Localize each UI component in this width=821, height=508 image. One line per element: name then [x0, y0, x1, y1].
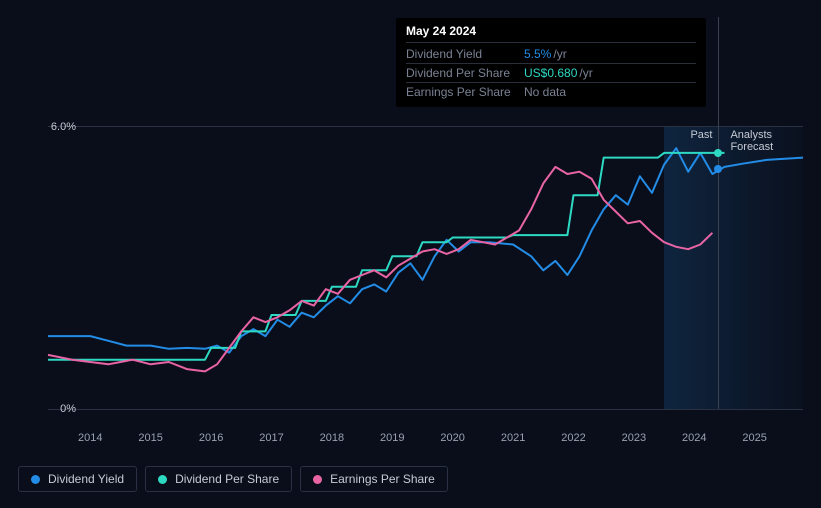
x-axis-tick: 2020 [440, 432, 464, 444]
tooltip-label: Earnings Per Share [406, 85, 524, 99]
series-line [48, 153, 725, 360]
x-axis: 2014 2015 2016 2017 2018 2019 2020 2021 2022 2023… [48, 432, 803, 448]
tooltip-label: Dividend Yield [406, 47, 524, 61]
tooltip-row: Dividend Per Share US$0.680 /yr [406, 64, 696, 83]
x-axis-tick: 2025 [742, 432, 766, 444]
x-axis-tick: 2021 [501, 432, 525, 444]
tooltip-row: Earnings Per Share No data [406, 83, 696, 101]
x-axis-tick: 2016 [199, 432, 223, 444]
x-axis-tick: 2023 [622, 432, 646, 444]
chart-svg [48, 127, 803, 409]
tooltip-label: Dividend Per Share [406, 66, 524, 80]
x-axis-tick: 2014 [78, 432, 102, 444]
legend-swatch [31, 475, 40, 484]
x-axis-tick: 2017 [259, 432, 283, 444]
chart-tooltip: May 24 2024 Dividend Yield 5.5% /yr Divi… [396, 18, 706, 107]
legend-item-dividend-yield[interactable]: Dividend Yield [18, 466, 137, 492]
tooltip-row: Dividend Yield 5.5% /yr [406, 45, 696, 64]
x-axis-tick: 2019 [380, 432, 404, 444]
legend-swatch [313, 475, 322, 484]
tooltip-value: US$0.680 [524, 66, 577, 80]
legend-swatch [158, 475, 167, 484]
legend: Dividend Yield Dividend Per Share Earnin… [18, 466, 448, 492]
legend-label: Dividend Yield [48, 472, 124, 486]
chart-container: 6.0% 0% Past Analysts Forecast [18, 108, 803, 428]
legend-label: Earnings Per Share [330, 472, 435, 486]
x-axis-tick: 2024 [682, 432, 706, 444]
legend-item-dividend-per-share[interactable]: Dividend Per Share [145, 466, 292, 492]
plot-area[interactable]: 6.0% 0% Past Analysts Forecast [48, 126, 803, 410]
x-axis-tick: 2015 [138, 432, 162, 444]
legend-item-earnings-per-share[interactable]: Earnings Per Share [300, 466, 448, 492]
tooltip-value: No data [524, 85, 566, 99]
chart-marker-dot [714, 165, 722, 173]
tooltip-suffix: /yr [579, 66, 592, 80]
tooltip-value: 5.5% [524, 47, 551, 61]
legend-label: Dividend Per Share [175, 472, 279, 486]
chart-marker-dot [714, 149, 722, 157]
tooltip-suffix: /yr [553, 47, 566, 61]
tooltip-date: May 24 2024 [406, 24, 696, 43]
x-axis-tick: 2022 [561, 432, 585, 444]
x-axis-tick: 2018 [320, 432, 344, 444]
